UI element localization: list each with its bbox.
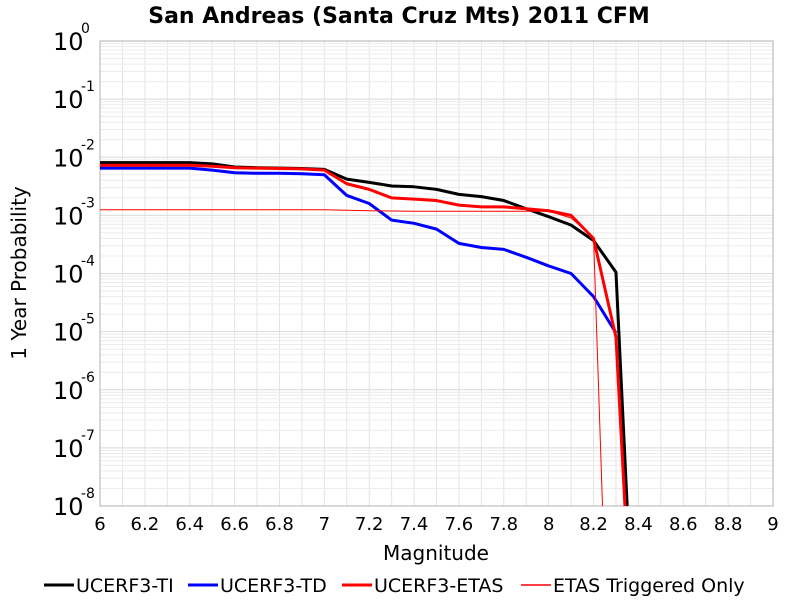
legend-label: ETAS Triggered Only: [553, 575, 745, 597]
x-tick-label: 7.6: [445, 514, 474, 535]
y-tick-base: 10: [53, 202, 84, 230]
legend-label: UCERF3-TI: [76, 575, 174, 597]
y-tick-label: 100: [53, 21, 90, 56]
y-tick-base: 10: [53, 144, 84, 172]
legend-item: UCERF3-TD: [188, 575, 327, 597]
x-axis-label: Magnitude: [383, 541, 489, 565]
y-tick-exponent: -2: [81, 137, 95, 153]
y-tick-label: 10-8: [53, 486, 95, 521]
x-tick-label: 8.8: [714, 514, 743, 535]
x-tick-label: 7.2: [355, 514, 384, 535]
legend-item: ETAS Triggered Only: [521, 575, 745, 597]
x-tick-label: 6.2: [131, 514, 160, 535]
y-tick-base: 10: [53, 377, 84, 405]
x-tick-label: 7.4: [400, 514, 429, 535]
legend-item: UCERF3-TI: [44, 575, 174, 597]
plot-area-frame: [99, 40, 774, 507]
y-tick-base: 10: [53, 435, 84, 463]
x-tick-label: 7.8: [489, 514, 518, 535]
y-tick-exponent: -7: [81, 428, 95, 444]
y-tick-label: 10-1: [53, 79, 95, 114]
y-tick-exponent: -1: [81, 79, 95, 95]
series-line-2: [100, 166, 618, 334]
x-tick-label: 6: [94, 514, 105, 535]
x-axis-ticks: 6 6.2 6.4 6.6 6.8 7 7.2 7.4 7.6 7.8 8 8.2 8.4 8.6 8.8 9: [94, 514, 778, 535]
y-tick-label: 10-2: [53, 137, 95, 172]
x-tick-label: 8.6: [669, 514, 698, 535]
y-axis-label: 1 Year Probability: [7, 186, 31, 360]
series-layer: [100, 161, 629, 507]
series-line-4: [100, 209, 604, 507]
y-tick-label: 10-5: [53, 312, 95, 347]
y-tick-exponent: -3: [81, 195, 95, 211]
y-tick-exponent: -6: [81, 370, 95, 386]
chart-legend: UCERF3-TI UCERF3-TD UCERF3-ETAS ETAS Trigge…: [44, 575, 745, 597]
y-tick-base: 10: [53, 261, 84, 289]
x-tick-label: 8.4: [624, 514, 653, 535]
y-tick-label: 10-6: [53, 370, 95, 405]
x-tick-label: 8: [543, 514, 554, 535]
x-tick-label: 8.2: [579, 514, 608, 535]
x-tick-label: 9: [767, 514, 778, 535]
legend-item: UCERF3-ETAS: [342, 575, 503, 597]
y-tick-exponent: -4: [81, 254, 95, 270]
y-tick-base: 10: [53, 86, 84, 114]
y-tick-exponent: -5: [81, 312, 95, 328]
legend-label: UCERF3-ETAS: [374, 575, 503, 597]
legend-label: UCERF3-TD: [220, 575, 327, 597]
y-tick-base: 10: [53, 319, 84, 347]
y-tick-exponent: -8: [81, 486, 95, 502]
x-tick-label: 6.4: [175, 514, 204, 535]
chart-title: San Andreas (Santa Cruz Mts) 2011 CFM: [148, 4, 650, 29]
y-tick-label: 10-7: [53, 428, 95, 463]
x-tick-label: 7: [319, 514, 330, 535]
y-tick-label: 10-3: [53, 195, 95, 230]
y-tick-exponent: 0: [81, 21, 90, 37]
y-tick-label: 10-4: [53, 254, 95, 289]
series-line-1: [100, 161, 629, 507]
y-tick-base: 10: [53, 28, 84, 56]
grid-lines: [99, 41, 774, 507]
x-tick-label: 6.8: [265, 514, 294, 535]
x-tick-label: 6.6: [220, 514, 249, 535]
y-tick-base: 10: [53, 493, 84, 521]
